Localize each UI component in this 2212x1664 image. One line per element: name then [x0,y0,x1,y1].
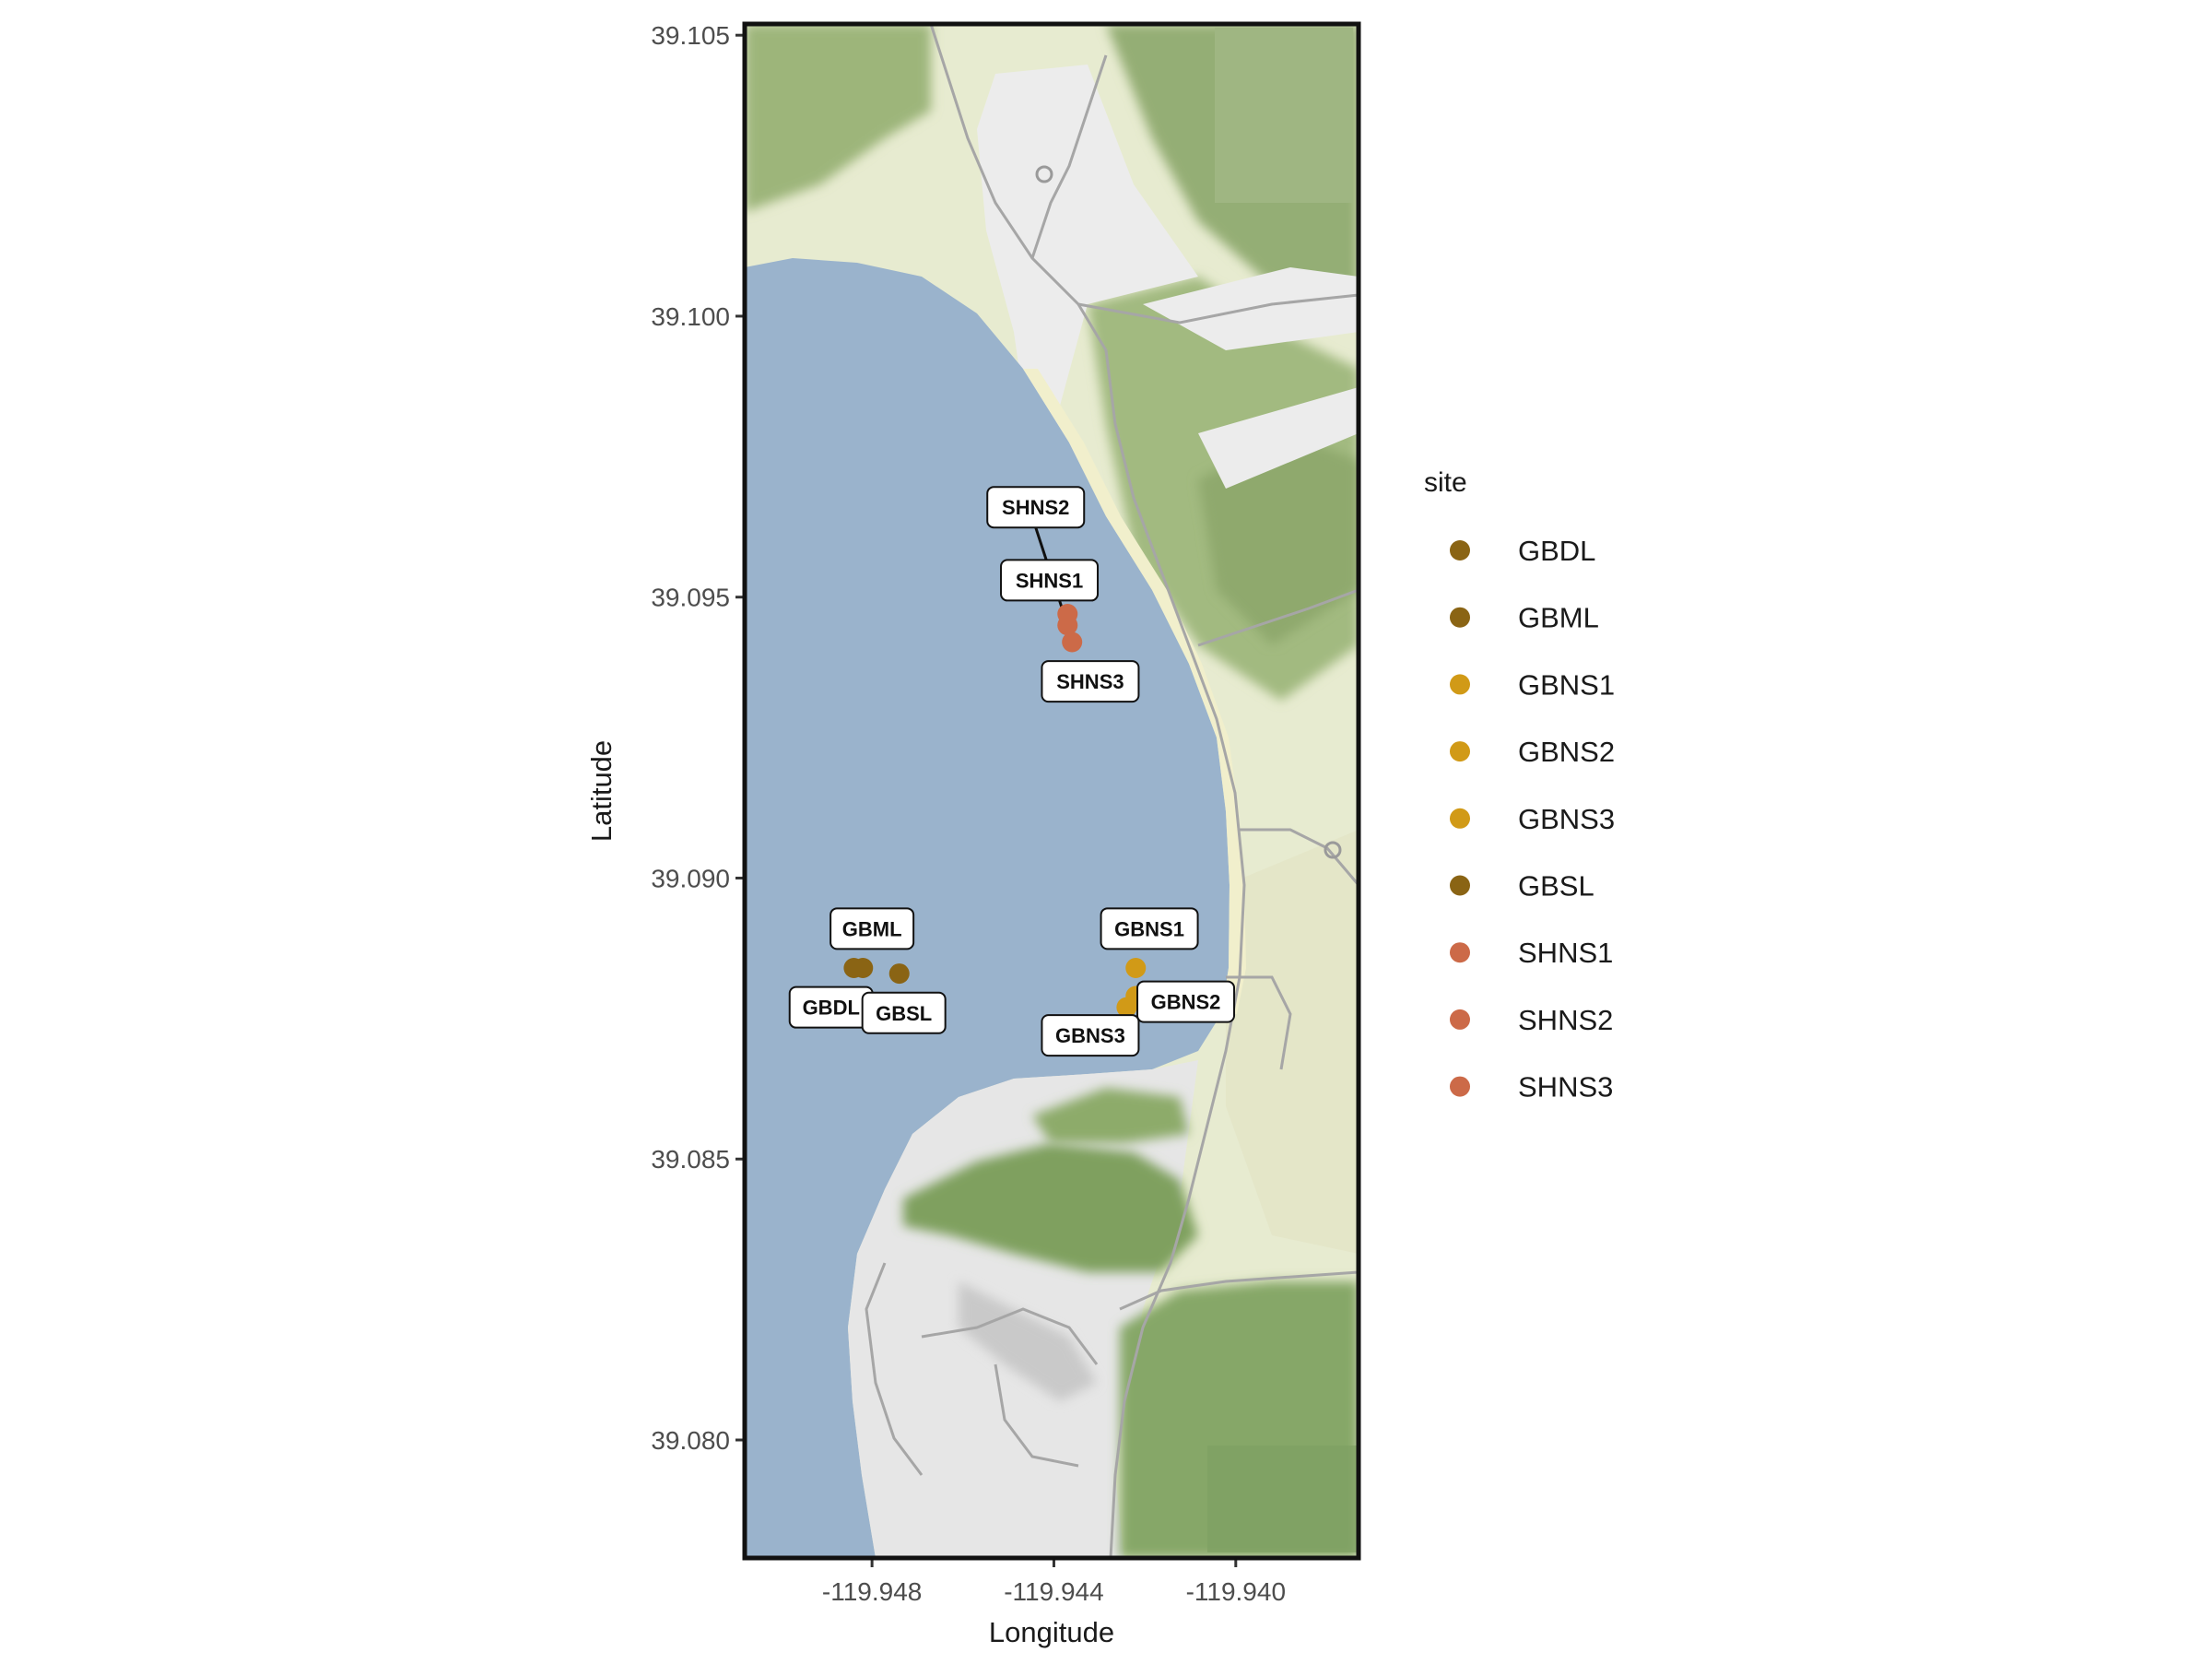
road-network [865,24,1359,1558]
developed-area [977,65,1198,701]
site-point-shns3[interactable] [1062,631,1083,653]
site-point-shns2[interactable] [1057,615,1078,636]
forest-area [1032,1088,1189,1143]
label-text: SHNS3 [1056,670,1124,693]
legend-item-gbdl: GBDL [1450,535,1595,567]
legend-key-dot [1450,607,1470,628]
legend-label: GBDL [1518,535,1595,567]
meadow-area [1226,830,1359,1254]
site-label-shns1: SHNS1 [1000,559,1100,602]
forest-area [903,1143,1198,1272]
label-box [1100,907,1199,950]
legend-item-gbsl: GBSL [1450,870,1594,903]
terrain-shade [959,1281,1097,1401]
legend-key-dot [1450,674,1470,695]
x-axis-title: Longitude [989,1616,1114,1648]
road-roundabout [1035,165,1053,183]
terrain-basemap [745,24,1359,1558]
legend: site GBDL GBML GBNS1 GBNS2 GBNS3 GBSL SHNS1 SHN… [1424,467,1615,1103]
forest-area [1207,1446,1357,1552]
legend-item-gbml: GBML [1450,602,1599,634]
legend-item-shns1: SHNS1 [1450,937,1613,969]
y-tick-label: 39.100 [651,302,730,331]
forest-area [745,24,931,212]
legend-label: SHNS3 [1518,1071,1613,1103]
legend-label: GBNS2 [1518,736,1615,768]
legend-key-dot [1450,540,1470,561]
label-box [1136,980,1236,1023]
legend-label: GBNS1 [1518,668,1615,701]
road-roundabout [1324,841,1342,859]
legend-label: SHNS2 [1518,1004,1613,1036]
y-axis-title: Latitude [585,740,618,842]
legend-item-shns3: SHNS3 [1450,1071,1613,1103]
label-text: SHNS1 [1016,569,1083,592]
site-label-shns3: SHNS3 [1041,660,1140,703]
x-tick-label: -119.948 [822,1577,922,1606]
lake-water [745,258,1230,1558]
label-text: GBNS3 [1055,1024,1125,1047]
site-point-gbml[interactable] [853,958,874,978]
site-points [843,604,1147,1018]
site-label-gbns1: GBNS1 [1100,907,1199,950]
label-text: GBSL [876,1002,932,1025]
legend-label: GBSL [1518,870,1594,903]
label-box [1000,559,1100,602]
developed-area [1198,387,1359,489]
forest-area [1215,28,1353,203]
site-label-gbml: GBML [830,907,915,950]
label-box [861,991,947,1034]
legend-label: GBML [1518,602,1599,634]
legend-key-dot [1450,1076,1470,1097]
legend-key-dot [1450,942,1470,963]
x-tick-label: -119.940 [1186,1577,1286,1606]
legend-title: site [1424,467,1467,498]
label-text: GBNS2 [1151,991,1221,1014]
legend-key-dot [1450,1009,1470,1030]
legend-label: SHNS1 [1518,937,1613,969]
label-box [1041,660,1140,703]
label-text: GBNS1 [1114,917,1184,940]
y-tick-label: 39.105 [651,21,730,50]
y-axis: 39.105 39.100 39.095 39.090 39.085 39.080 [651,21,745,1455]
legend-label: GBNS3 [1518,803,1615,835]
legend-key-dot [1450,808,1470,829]
legend-entries: GBDL GBML GBNS1 GBNS2 GBNS3 GBSL SHNS1 SHNS2 SHN… [1450,535,1615,1103]
label-box [986,486,1086,529]
legend-item-gbns2: GBNS2 [1450,736,1615,768]
label-box [830,907,915,950]
label-box [1041,1014,1140,1057]
y-tick-label: 39.085 [651,1145,730,1174]
legend-item-gbns3: GBNS3 [1450,803,1615,835]
site-label-shns2: SHNS2 [986,486,1086,529]
site-point-gbns3[interactable] [1116,997,1137,1018]
site-label-gbdl: GBDL [788,985,874,1029]
x-tick-label: -119.944 [1004,1577,1103,1606]
label-text: GBML [842,917,902,940]
y-tick-label: 39.095 [651,584,730,612]
site-point-gbns1[interactable] [1125,958,1147,978]
legend-key-dot [1450,741,1470,762]
legend-item-gbns1: GBNS1 [1450,668,1615,701]
legend-item-shns2: SHNS2 [1450,1004,1613,1036]
site-labels: GBDL GBML GBSL GBNS1 GBNS2 GBNS3 SHNS1 SHNS2 SHN… [788,486,1236,1057]
label-text: SHNS2 [1002,496,1069,519]
site-point-gbsl[interactable] [888,963,910,985]
y-tick-label: 39.080 [651,1426,730,1455]
legend-key-dot [1450,875,1470,896]
label-text: GBDL [803,997,860,1020]
beach [1023,369,1246,1014]
forest-area [1198,433,1359,645]
site-label-gbns3: GBNS3 [1041,1014,1140,1057]
panel-border [742,21,1361,1561]
site-label-gbns2: GBNS2 [1136,980,1236,1023]
site-label-gbsl: GBSL [861,991,947,1034]
y-tick-label: 39.090 [651,864,730,892]
x-axis: -119.948 -119.944 -119.940 [822,1558,1286,1606]
